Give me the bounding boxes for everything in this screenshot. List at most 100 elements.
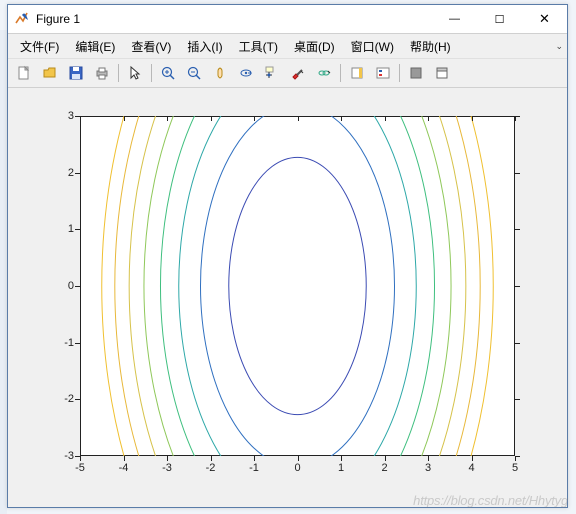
x-tick-label: 0 [294,462,300,474]
y-tick-mark-right [515,116,520,117]
x-tick-label: 3 [425,462,431,474]
data-cursor-icon[interactable] [260,61,284,85]
y-tick-label: 0 [56,280,74,292]
pointer-icon[interactable] [123,61,147,85]
y-tick-mark-right [515,173,520,174]
figure-window: Figure 1 — ☐ ✕ 文件(F) 编辑(E) 查看(V) 插入(I) 工… [7,4,568,508]
contour-line [160,116,434,456]
y-tick-label: 2 [56,167,74,179]
colorbar-icon[interactable] [345,61,369,85]
rotate-3d-icon[interactable] [234,61,258,85]
y-tick-mark-right [515,399,520,400]
legend-icon[interactable] [371,61,395,85]
contour-svg [80,116,515,456]
x-tick-label: 4 [468,462,474,474]
x-tick-mark [472,456,473,461]
dock-toggle[interactable]: ⌄ [547,41,563,52]
toolbar-separator [340,64,341,82]
y-tick-mark [75,229,80,230]
x-tick-label: -3 [162,462,172,474]
menu-edit[interactable]: 编辑(E) [67,36,123,57]
x-tick-mark-top [167,116,168,121]
menu-insert[interactable]: 插入(I) [179,36,230,57]
x-tick-mark-top [298,116,299,121]
plot-area[interactable]: -5 -4 -3 -2 -1 0 1 2 3 4 5 -3 -2 -1 0 1 2 3 [8,88,567,507]
menu-tools[interactable]: 工具(T) [231,36,286,57]
x-tick-mark-top [472,116,473,121]
maximize-button[interactable]: ☐ [477,5,522,33]
x-tick-mark-top [341,116,342,121]
y-tick-mark-right [515,343,520,344]
y-tick-label: 1 [56,223,74,235]
x-tick-mark [428,456,429,461]
save-icon[interactable] [64,61,88,85]
contour-line [200,116,394,456]
x-tick-mark [167,456,168,461]
x-tick-label: 2 [381,462,387,474]
toolbar-separator [399,64,400,82]
y-tick-label: -1 [56,337,74,349]
x-tick-mark-top [385,116,386,121]
zoom-in-icon[interactable] [156,61,180,85]
print-icon[interactable] [90,61,114,85]
x-tick-label: -2 [206,462,216,474]
hide-tools-icon[interactable] [404,61,428,85]
titlebar[interactable]: Figure 1 — ☐ ✕ [8,5,567,34]
x-tick-mark-top [211,116,212,121]
x-tick-mark-top [80,116,81,121]
link-plot-icon[interactable] [312,61,336,85]
menu-window[interactable]: 窗口(W) [343,36,402,57]
minimize-button[interactable]: — [432,5,477,33]
x-tick-mark [341,456,342,461]
show-tools-icon[interactable] [430,61,454,85]
toolbar-separator [118,64,119,82]
background-strip [0,30,7,514]
toolbar-separator [151,64,152,82]
contour-line [179,116,417,456]
contour-line [129,116,466,456]
close-button[interactable]: ✕ [522,5,567,33]
x-tick-mark-top [428,116,429,121]
y-tick-mark [75,286,80,287]
x-tick-label: -1 [249,462,259,474]
pan-icon[interactable] [208,61,232,85]
y-tick-mark [75,343,80,344]
zoom-out-icon[interactable] [182,61,206,85]
y-tick-label: -2 [56,393,74,405]
menu-desktop[interactable]: 桌面(D) [286,36,343,57]
figure-window-root: Figure 1 — ☐ ✕ 文件(F) 编辑(E) 查看(V) 插入(I) 工… [0,0,576,514]
x-tick-label: 5 [512,462,518,474]
x-tick-mark [254,456,255,461]
window-title: Figure 1 [36,12,432,26]
menu-view[interactable]: 查看(V) [123,36,179,57]
y-tick-mark [75,116,80,117]
contour-line [115,116,480,456]
menu-help[interactable]: 帮助(H) [402,36,459,57]
y-tick-mark [75,456,80,457]
y-tick-label: 3 [56,110,74,122]
y-tick-mark-right [515,456,520,457]
x-tick-label: 1 [338,462,344,474]
y-tick-mark-right [515,286,520,287]
new-file-icon[interactable] [12,61,36,85]
y-tick-mark-right [515,229,520,230]
x-tick-mark-top [254,116,255,121]
toolbar [8,59,567,88]
x-tick-mark [385,456,386,461]
brush-icon[interactable] [286,61,310,85]
watermark: https://blog.csdn.net/Hhytyg [413,493,568,508]
x-tick-mark [124,456,125,461]
contour-line [144,116,451,456]
x-tick-mark [211,456,212,461]
x-tick-label: -5 [75,462,85,474]
menu-file[interactable]: 文件(F) [12,36,67,57]
matlab-icon [14,11,30,27]
x-tick-mark-top [124,116,125,121]
x-tick-label: -4 [119,462,129,474]
y-tick-label: -3 [56,450,74,462]
x-tick-mark [80,456,81,461]
open-folder-icon[interactable] [38,61,62,85]
contour-line [229,157,366,414]
menubar: 文件(F) 编辑(E) 查看(V) 插入(I) 工具(T) 桌面(D) 窗口(W… [8,34,567,59]
y-tick-mark [75,173,80,174]
